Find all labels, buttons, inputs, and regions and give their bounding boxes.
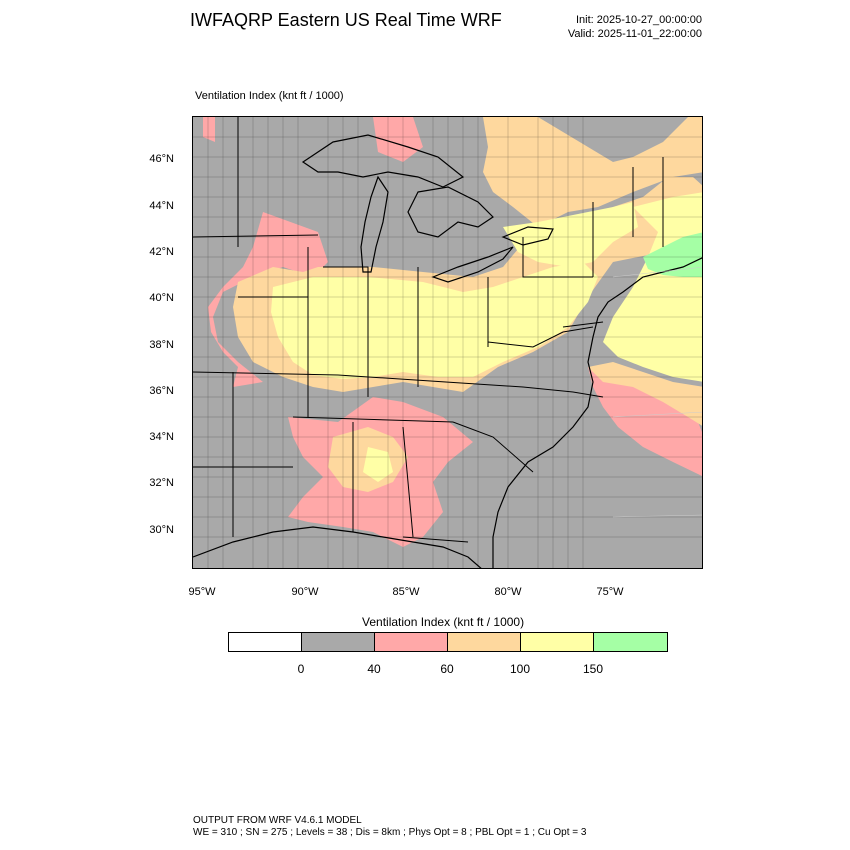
legend-swatch-below-0 <box>229 633 302 651</box>
lon-label-90: 90°W <box>291 586 319 598</box>
lon-label-95: 95°W <box>188 586 216 598</box>
model-version: OUTPUT FROM WRF V4.6.1 MODEL <box>193 815 362 826</box>
model-info: OUTPUT FROM WRF V4.6.1 MODEL WE = 310 ; … <box>193 815 586 839</box>
legend-tick-0: 0 <box>297 662 305 676</box>
lon-label-85: 85°W <box>392 586 420 598</box>
legend-title: Ventilation Index (knt ft / 1000) <box>362 615 525 629</box>
field-150-plus <box>643 232 702 277</box>
model-config: WE = 310 ; SN = 275 ; Levels = 38 ; Dis … <box>193 827 587 838</box>
time-info: Init: 2025-10-27_00:00:00 Valid: 2025-11… <box>568 13 702 41</box>
legend-tick-40: 40 <box>367 662 381 676</box>
lat-label-30: 30°N <box>149 524 174 536</box>
legend-swatch-100-150 <box>521 633 594 651</box>
legend-swatch-60-100 <box>448 633 521 651</box>
lat-label-38: 38°N <box>149 339 174 351</box>
lon-label-75: 75°W <box>596 586 624 598</box>
lat-label-42: 42°N <box>149 246 174 258</box>
field-40-60 <box>203 117 702 547</box>
lat-label-46: 46°N <box>149 153 174 165</box>
legend-tick-150: 150 <box>582 662 604 676</box>
map-panel <box>192 116 703 569</box>
lat-label-44: 44°N <box>149 200 174 212</box>
field-100-150 <box>271 192 702 482</box>
legend-swatch-0-40 <box>302 633 375 651</box>
lat-label-34: 34°N <box>149 431 174 443</box>
color-legend <box>228 632 668 652</box>
legend-tick-100: 100 <box>509 662 531 676</box>
county-borders <box>193 117 702 568</box>
legend-tick-60: 60 <box>440 662 454 676</box>
plot-title: IWFAQRP Eastern US Real Time WRF <box>190 10 502 30</box>
init-time: Init: 2025-10-27_00:00:00 <box>576 14 702 26</box>
valid-time: Valid: 2025-11-01_22:00:00 <box>567 28 702 40</box>
map-subtitle: Ventilation Index (knt ft / 1000) <box>195 90 344 102</box>
lat-label-40: 40°N <box>149 292 174 304</box>
lat-label-36: 36°N <box>149 385 174 397</box>
legend-swatch-40-60 <box>375 633 448 651</box>
ventilation-index-map <box>193 117 702 568</box>
lat-label-32: 32°N <box>149 477 174 489</box>
legend-swatch-150-plus <box>594 633 667 651</box>
lon-label-80: 80°W <box>494 586 522 598</box>
graticule <box>612 266 702 518</box>
